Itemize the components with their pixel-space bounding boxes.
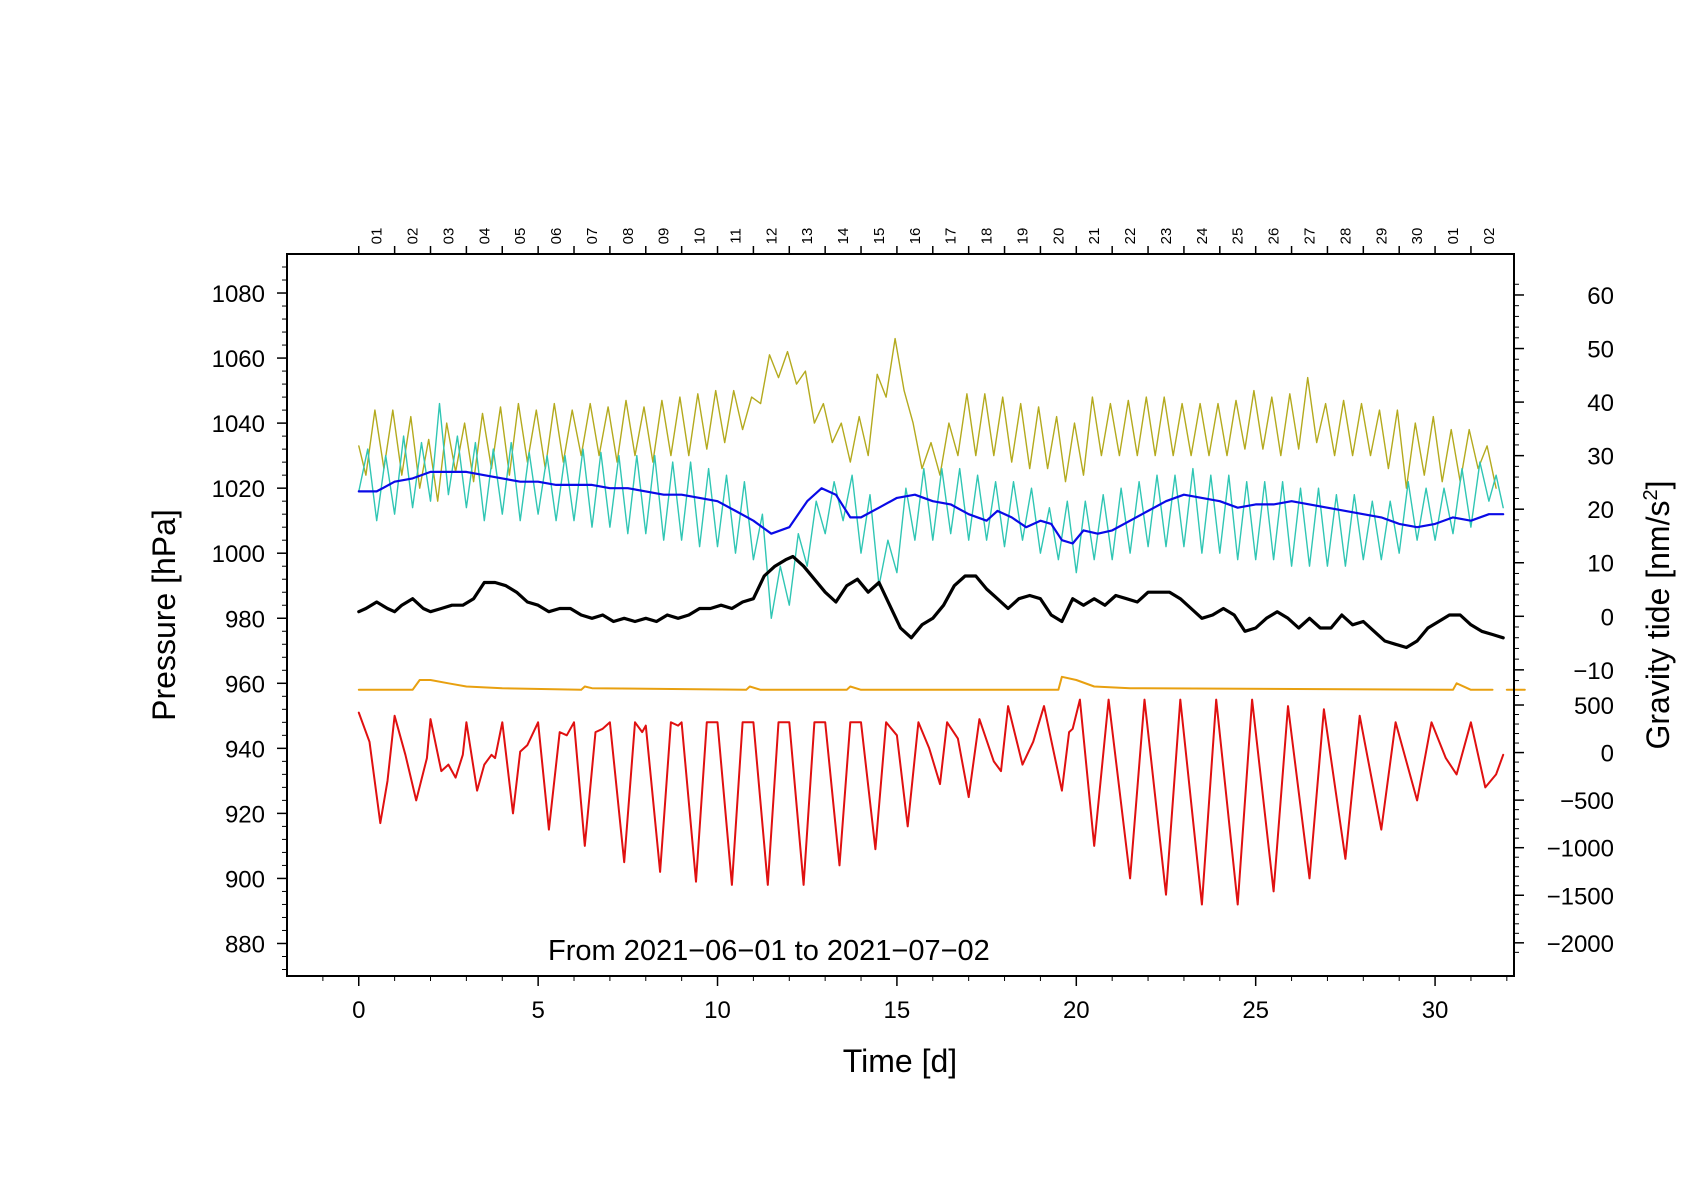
y-axis-title-right-main: Gravity tide [nm/s bbox=[1640, 501, 1676, 750]
top-day-label: 17 bbox=[943, 228, 960, 245]
y-left-tick-label: 900 bbox=[225, 866, 265, 893]
series-layer bbox=[357, 337, 1526, 906]
top-day-label: 27 bbox=[1302, 228, 1319, 245]
y-right-upper-tick-label: −10 bbox=[1573, 658, 1614, 685]
top-day-label: 26 bbox=[1266, 228, 1283, 245]
y-right-upper-tick-label: 0 bbox=[1601, 604, 1614, 631]
y-left-tick-label: 980 bbox=[225, 606, 265, 633]
top-day-label: 20 bbox=[1050, 228, 1067, 245]
y-axis-title-right: Gravity tide [nm/s2] bbox=[1640, 481, 1676, 750]
top-day-label: 30 bbox=[1409, 228, 1426, 245]
top-day-label: 01 bbox=[369, 228, 386, 245]
top-day-label: 13 bbox=[799, 228, 816, 245]
y-right-upper-tick-label: 50 bbox=[1587, 337, 1614, 364]
y-right-upper-tick-label: 60 bbox=[1587, 283, 1614, 310]
x-axis-title: Time [d] bbox=[843, 1043, 957, 1079]
plot-frame bbox=[286, 253, 1515, 977]
top-day-label: 29 bbox=[1373, 228, 1390, 245]
series-black bbox=[357, 554, 1505, 650]
top-day-label: 24 bbox=[1194, 228, 1211, 245]
series-orange bbox=[357, 675, 1494, 691]
top-day-label: 09 bbox=[656, 228, 673, 245]
series-turquoise bbox=[358, 402, 1504, 619]
y-left-tick-label: 1020 bbox=[212, 476, 265, 503]
x-tick-label: 25 bbox=[1242, 997, 1269, 1024]
series-olive bbox=[358, 337, 1497, 502]
top-day-label: 02 bbox=[1481, 228, 1498, 245]
y-right-upper-tick-label: 40 bbox=[1587, 390, 1614, 417]
series-blue bbox=[357, 470, 1505, 545]
top-day-label: 02 bbox=[405, 228, 422, 245]
x-tick-label: 20 bbox=[1063, 997, 1090, 1024]
y-right-lower-tick-label: −1000 bbox=[1547, 836, 1614, 863]
top-day-label: 23 bbox=[1158, 228, 1175, 245]
y-right-lower-tick-label: 500 bbox=[1574, 693, 1614, 720]
top-day-label: 16 bbox=[907, 228, 924, 245]
top-day-label: 28 bbox=[1337, 228, 1354, 245]
top-day-label: 04 bbox=[476, 228, 493, 245]
top-day-label: 14 bbox=[835, 228, 852, 245]
top-day-label: 22 bbox=[1122, 228, 1139, 245]
top-day-label: 21 bbox=[1086, 228, 1103, 245]
y-left-tick-label: 1000 bbox=[212, 541, 265, 568]
annotation-text: From 2021−06−01 to 2021−07−02 bbox=[548, 935, 990, 967]
y-right-upper-tick-label: 10 bbox=[1587, 551, 1614, 578]
y-left-tick-label: 1060 bbox=[212, 346, 265, 373]
x-tick-label: 5 bbox=[531, 997, 544, 1024]
y-right-lower-tick-label: 0 bbox=[1601, 741, 1614, 768]
series-red bbox=[357, 698, 1505, 906]
y-axis-title-right-sup: 2 bbox=[1640, 489, 1662, 500]
top-day-label: 05 bbox=[512, 228, 529, 245]
y-left-tick-label: 880 bbox=[225, 931, 265, 958]
x-tick-label: 0 bbox=[352, 997, 365, 1024]
top-day-label: 11 bbox=[728, 228, 745, 244]
y-axis-title-left: Pressure [hPa] bbox=[146, 509, 182, 721]
top-day-label: 19 bbox=[1015, 228, 1032, 245]
y-left-tick-label: 1040 bbox=[212, 411, 265, 438]
y-right-lower-tick-label: −1500 bbox=[1547, 883, 1614, 910]
y-axis-title-right-end: ] bbox=[1640, 481, 1676, 490]
ticks-layer: 0 5 10 15 20 25 308809009209409609801000102010… bbox=[212, 228, 1614, 1024]
top-day-label: 01 bbox=[1445, 228, 1462, 245]
y-left-tick-label: 940 bbox=[225, 736, 265, 763]
y-right-upper-tick-label: 20 bbox=[1587, 497, 1614, 524]
top-day-label: 18 bbox=[979, 228, 996, 245]
y-left-tick-label: 920 bbox=[225, 801, 265, 828]
x-tick-label: 30 bbox=[1422, 997, 1449, 1024]
top-day-label: 07 bbox=[584, 228, 601, 245]
top-day-label: 03 bbox=[440, 228, 457, 245]
top-day-label: 12 bbox=[763, 228, 780, 245]
top-day-label: 15 bbox=[871, 228, 888, 245]
top-day-label: 25 bbox=[1230, 228, 1247, 245]
top-day-label: 10 bbox=[692, 228, 709, 245]
y-left-tick-label: 960 bbox=[225, 671, 265, 698]
x-tick-label: 10 bbox=[704, 997, 731, 1024]
y-right-lower-tick-label: −500 bbox=[1560, 788, 1614, 815]
y-left-tick-label: 1080 bbox=[212, 281, 265, 308]
y-right-lower-tick-label: −2000 bbox=[1547, 931, 1614, 958]
top-day-label: 08 bbox=[620, 228, 637, 245]
top-day-label: 06 bbox=[548, 228, 565, 245]
x-tick-label: 15 bbox=[884, 997, 911, 1024]
y-right-upper-tick-label: 30 bbox=[1587, 444, 1614, 471]
